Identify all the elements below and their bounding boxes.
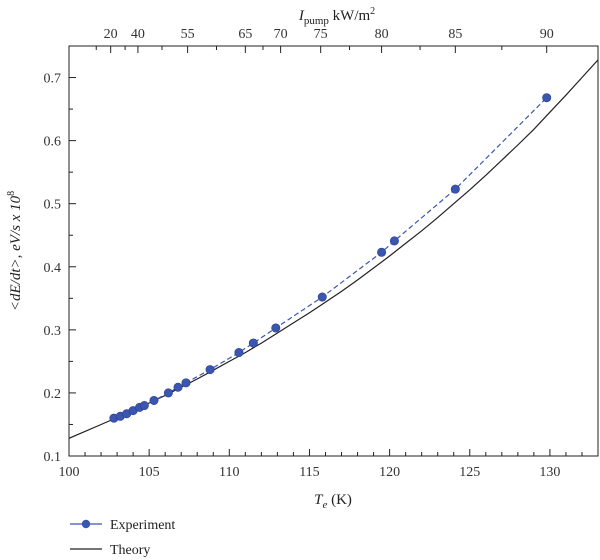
x-tick-label: 100 [59, 465, 80, 480]
experiment-point [163, 388, 173, 398]
legend-experiment-marker [81, 519, 91, 529]
experiment-point [149, 395, 159, 405]
top-tick-label: 80 [375, 27, 389, 42]
x-tick-label: 130 [539, 465, 560, 480]
x-tick-label: 105 [139, 465, 160, 480]
y-tick-label: 0.4 [44, 261, 62, 276]
y-tick-label: 0.7 [44, 72, 62, 87]
legend: Experiment Theory [70, 518, 175, 558]
experiment-point [389, 236, 399, 246]
y-tick-label: 0.3 [44, 324, 62, 339]
y-tick-label: 0.6 [44, 135, 62, 150]
y-tick-label: 0.5 [44, 198, 62, 213]
experiment-series-line [113, 97, 548, 419]
plot-frame [68, 45, 599, 457]
experiment-point [271, 323, 281, 333]
top-tick-label: 65 [238, 27, 252, 42]
y-axis-title: <dE/dt>, eV/s x 108 [6, 191, 24, 311]
y-tick-label: 0.1 [44, 450, 62, 465]
x-tick-label: 110 [219, 465, 239, 480]
top-tick-label: 70 [274, 27, 288, 42]
experiment-point [234, 348, 244, 358]
top-tick-label: 75 [314, 27, 328, 42]
legend-theory-label: Theory [110, 543, 150, 558]
x-tick-label: 120 [379, 465, 400, 480]
experiment-point [542, 93, 552, 103]
experiment-point [450, 184, 460, 194]
data-layer [69, 59, 598, 439]
experiment-point [181, 378, 191, 388]
experiment-point [139, 401, 149, 411]
x-tick-label: 125 [459, 465, 480, 480]
experiment-point [248, 338, 258, 348]
top-tick-label: 55 [181, 27, 195, 42]
top-axis-title: Ipump kW/m2 [298, 6, 375, 27]
experiment-point [317, 292, 327, 302]
axes-layer: 100 105 110 115 120 125 130 0.1 0.2 0.3 0.4 0.5 0.6 0… [6, 6, 599, 511]
legend-experiment-label: Experiment [110, 518, 175, 533]
top-tick-label: 90 [540, 27, 554, 42]
y-tick-label: 0.2 [44, 387, 62, 402]
x-axis-title: Te (K) [314, 492, 352, 511]
top-tick-label: 85 [448, 27, 462, 42]
experiment-point [205, 365, 215, 375]
top-tick-label: 20 [104, 27, 118, 42]
experiment-point [173, 382, 183, 392]
x-tick-label: 115 [299, 465, 319, 480]
top-tick-label: 40 [131, 27, 145, 42]
theory-series-line [69, 59, 598, 439]
experiment-point [377, 247, 387, 257]
